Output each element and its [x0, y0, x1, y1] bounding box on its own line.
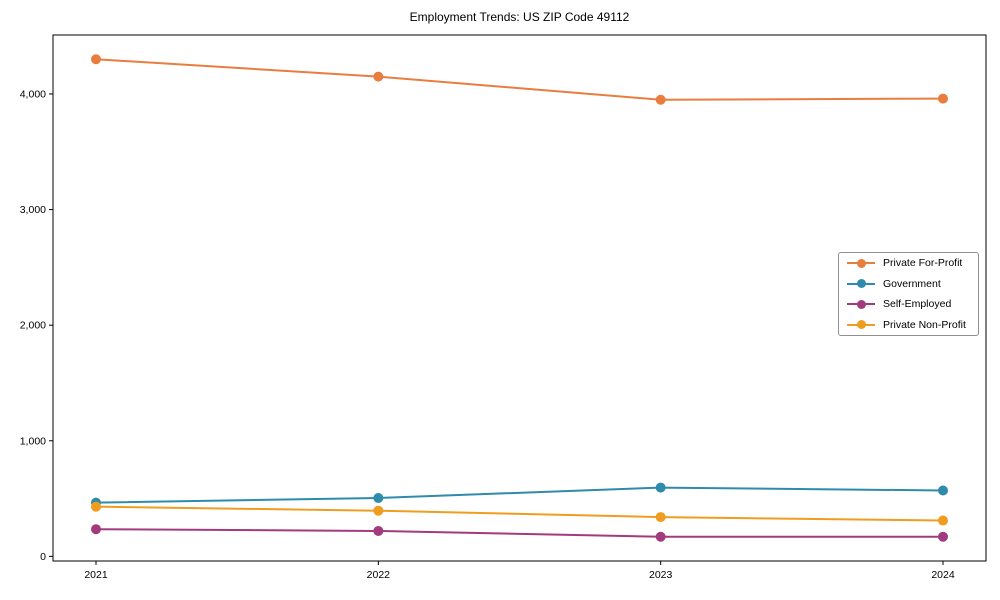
x-tick-label: 2021: [84, 569, 108, 581]
series-line-self-employed: [95, 528, 944, 538]
x-tick-label: 2022: [367, 569, 391, 581]
chart-title: Employment Trends: US ZIP Code 49112: [409, 10, 630, 24]
y-tick-label: 2,000: [20, 320, 46, 332]
data-point-private-non-profit-2022: [373, 505, 384, 516]
data-point-self-employed-2022: [373, 525, 384, 536]
line-marker-icon: [847, 258, 875, 269]
series-line-government: [95, 486, 944, 504]
legend-item-self-employed: Self-Employed: [847, 294, 978, 315]
legend-item-private-for-profit: Private For-Profit: [847, 253, 978, 274]
data-point-self-employed-2021: [91, 524, 101, 535]
data-point-self-employed-2023: [655, 531, 666, 542]
data-point-private-non-profit-2023: [655, 512, 666, 523]
chart-legend: Private For-Profit Government Self-Emplo…: [838, 252, 979, 336]
y-tick-label: 1,000: [20, 435, 46, 447]
legend-label: Self-Employed: [883, 298, 952, 311]
data-point-private-non-profit-2024: [938, 515, 948, 526]
line-marker-icon: [847, 319, 875, 330]
data-point-government-2024: [938, 485, 948, 496]
series-line-private-non-profit: [95, 505, 944, 522]
data-point-government-2022: [373, 492, 384, 503]
data-point-self-employed-2024: [938, 531, 948, 542]
line-marker-icon: [847, 278, 875, 289]
data-point-private-for-profit-2024: [938, 93, 948, 104]
data-point-private-for-profit-2021: [91, 54, 101, 65]
legend-label: Private For-Profit: [883, 257, 963, 270]
legend-item-private-non-profit: Private Non-Profit: [847, 315, 978, 336]
data-point-private-for-profit-2022: [373, 71, 384, 82]
series-line-private-for-profit: [95, 58, 944, 101]
data-point-government-2023: [655, 482, 666, 493]
line-marker-icon: [847, 299, 875, 310]
legend-item-government: Government: [847, 274, 978, 295]
data-point-private-non-profit-2021: [91, 501, 101, 512]
x-tick-label: 2023: [649, 569, 673, 581]
plot-frame: [52, 34, 987, 562]
y-tick-label: 0: [40, 551, 46, 563]
y-tick-label: 3,000: [20, 204, 46, 216]
data-point-private-for-profit-2023: [655, 94, 666, 105]
y-tick-label: 4,000: [20, 88, 46, 100]
legend-label: Private Non-Profit: [883, 318, 966, 331]
legend-label: Government: [883, 277, 941, 290]
x-tick-label: 2024: [931, 569, 955, 581]
